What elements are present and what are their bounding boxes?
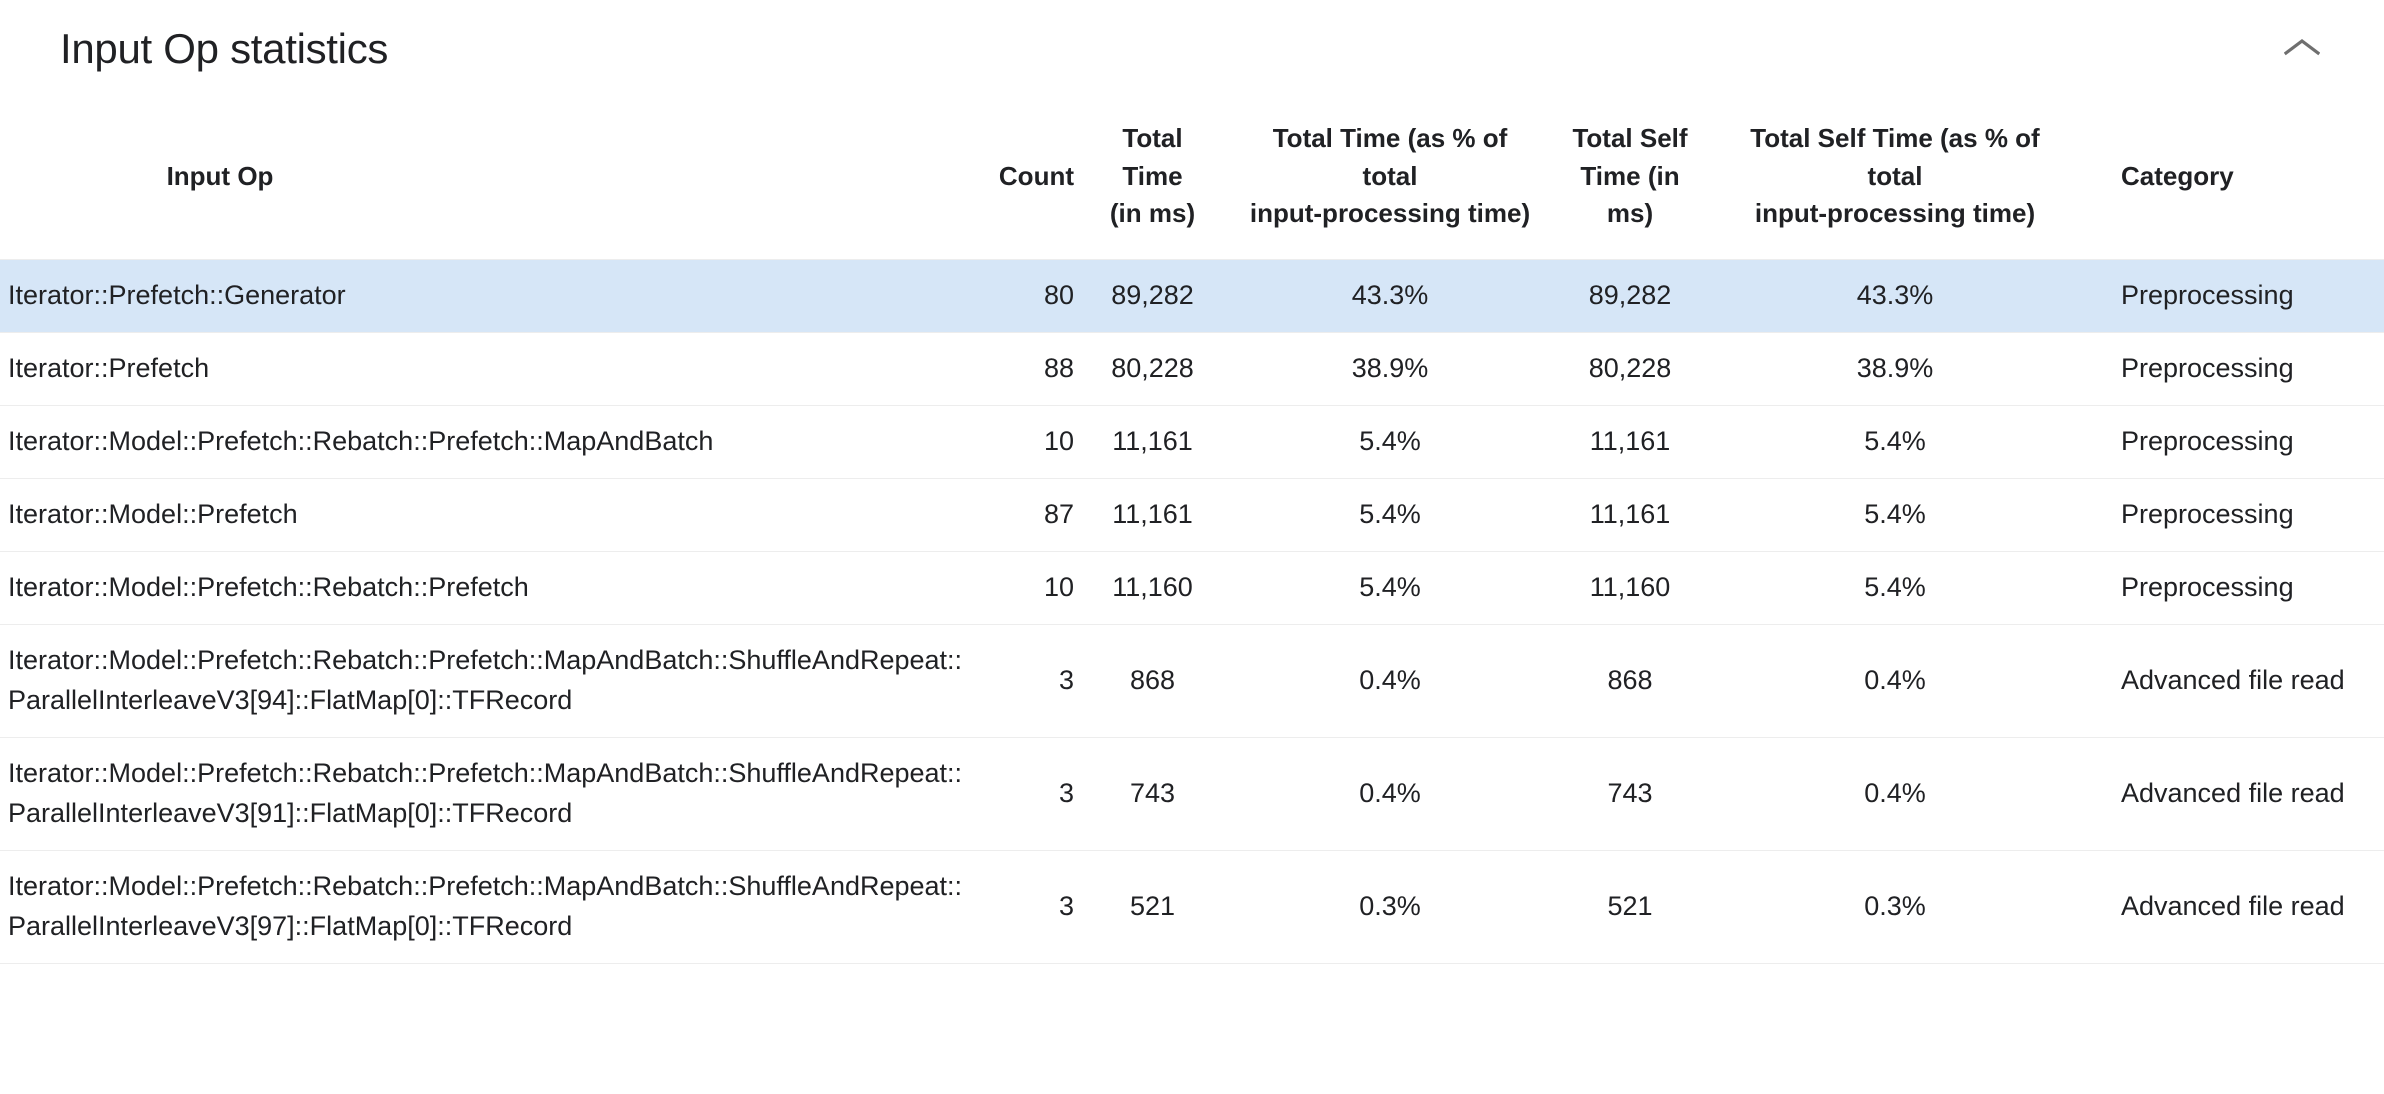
cell-category: Advanced file read — [2121, 890, 2345, 921]
column-header-category-label: Category — [2121, 160, 2234, 191]
cell-total-self-time: 868 — [1607, 664, 1653, 695]
cell-total-time: 89,282 — [1111, 280, 1194, 311]
column-header-total-time-pct-line1: Total Time (as % of total — [1272, 123, 1508, 191]
cell-total-self-time: 89,282 — [1588, 280, 1672, 311]
column-header-input-op[interactable]: Input Op — [0, 98, 980, 260]
table-row[interactable]: Iterator::Prefetch::Generator 80 89,282 43.… — [0, 259, 2384, 333]
cell-count: 88 — [1043, 353, 1074, 384]
table-body: Iterator::Prefetch::Generator 80 89,282 43.… — [0, 259, 2384, 964]
cell-total-time: 80,228 — [1111, 353, 1194, 384]
cell-category: Advanced file read — [2121, 777, 2345, 808]
cell-category: Preprocessing — [2121, 353, 2294, 384]
cell-total-time: 11,161 — [1112, 425, 1193, 456]
table-header-row: Input Op Count Total Time (in ms) Total … — [0, 98, 2384, 260]
cell-input-op: Iterator::Prefetch::Generator — [8, 280, 346, 311]
cell-total-self-time-pct: 5.4% — [1864, 425, 1926, 456]
panel-header: Input Op statistics — [0, 0, 2384, 98]
cell-total-self-time-pct: 38.9% — [1856, 353, 1934, 384]
cell-input-op: Iterator::Model::Prefetch::Rebatch::Pref… — [8, 644, 963, 715]
cell-total-self-time-pct: 5.4% — [1864, 498, 1926, 529]
cell-total-self-time: 11,161 — [1589, 498, 1671, 529]
table-row[interactable]: Iterator::Prefetch 88 80,228 38.9% 80,228 38.… — [0, 332, 2384, 406]
cell-total-time: 521 — [1129, 890, 1176, 921]
cell-total-self-time: 11,160 — [1589, 571, 1671, 602]
column-header-total-self-time[interactable]: Total Self Time (in ms) — [1555, 98, 1705, 260]
cell-category: Preprocessing — [2121, 571, 2294, 602]
cell-count: 3 — [1058, 890, 1074, 921]
column-header-total-self-time-pct-line2: input-processing time) — [1754, 198, 2036, 229]
cell-category: Preprocessing — [2121, 498, 2294, 529]
table-row[interactable]: Iterator::Model::Prefetch::Rebatch::Pref… — [0, 551, 2384, 625]
column-header-total-self-time-pct[interactable]: Total Self Time (as % of total input-pro… — [1705, 98, 2085, 260]
cell-total-time-pct: 0.4% — [1359, 664, 1421, 695]
cell-count: 10 — [1043, 571, 1074, 602]
column-header-input-op-label: Input Op — [166, 160, 274, 191]
cell-total-self-time-pct: 0.4% — [1864, 777, 1926, 808]
cell-category: Preprocessing — [2121, 425, 2294, 456]
cell-total-self-time: 743 — [1607, 777, 1653, 808]
table-header: Input Op Count Total Time (in ms) Total … — [0, 98, 2384, 260]
cell-total-time-pct: 0.3% — [1359, 890, 1421, 921]
cell-total-time-pct: 43.3% — [1351, 280, 1429, 311]
column-header-count-label: Count — [998, 160, 1074, 191]
cell-input-op: Iterator::Model::Prefetch::Rebatch::Pref… — [8, 870, 963, 941]
cell-count: 80 — [1043, 280, 1074, 311]
column-header-total-time-line1: Total Time — [1122, 123, 1183, 191]
cell-total-time: 11,160 — [1112, 571, 1193, 602]
cell-category: Advanced file read — [2121, 664, 2345, 695]
cell-total-time-pct: 5.4% — [1359, 498, 1421, 529]
cell-total-time-pct: 38.9% — [1351, 353, 1429, 384]
table-row[interactable]: Iterator::Model::Prefetch::Rebatch::Pref… — [0, 405, 2384, 479]
column-header-total-self-time-pct-line1: Total Self Time (as % of total — [1750, 123, 2040, 191]
cell-input-op: Iterator::Prefetch — [8, 353, 210, 384]
column-header-category[interactable]: Category — [2085, 98, 2384, 260]
cell-input-op: Iterator::Model::Prefetch::Rebatch::Pref… — [8, 571, 529, 602]
cell-total-self-time-pct: 0.3% — [1864, 890, 1926, 921]
input-op-table-container: Input Op Count Total Time (in ms) Total … — [0, 98, 2384, 964]
cell-count: 3 — [1058, 664, 1074, 695]
cell-total-self-time-pct: 0.4% — [1864, 664, 1926, 695]
column-header-total-time-pct-line2: input-processing time) — [1249, 198, 1531, 229]
chevron-up-icon — [2283, 36, 2321, 63]
cell-total-time-pct: 5.4% — [1359, 571, 1421, 602]
cell-count: 10 — [1043, 425, 1074, 456]
column-header-total-time-line2: (in ms) — [1109, 198, 1196, 229]
cell-total-time: 743 — [1129, 777, 1176, 808]
column-header-total-self-time-line1: Total Self — [1572, 123, 1688, 153]
cell-input-op: Iterator::Model::Prefetch::Rebatch::Pref… — [8, 425, 714, 456]
cell-input-op: Iterator::Model::Prefetch — [8, 498, 298, 529]
cell-total-self-time: 11,161 — [1589, 425, 1671, 456]
cell-total-self-time-pct: 43.3% — [1856, 280, 1934, 311]
cell-input-op: Iterator::Model::Prefetch::Rebatch::Pref… — [8, 757, 963, 828]
cell-total-time-pct: 5.4% — [1359, 425, 1421, 456]
page-title: Input Op statistics — [60, 25, 389, 72]
cell-total-time: 868 — [1129, 664, 1176, 695]
cell-category: Preprocessing — [2121, 280, 2294, 311]
cell-count: 3 — [1058, 777, 1074, 808]
input-op-statistics-table: Input Op Count Total Time (in ms) Total … — [0, 98, 2384, 964]
cell-total-self-time: 80,228 — [1588, 353, 1672, 384]
column-header-total-time[interactable]: Total Time (in ms) — [1080, 98, 1225, 260]
table-row[interactable]: Iterator::Model::Prefetch::Rebatch::Pref… — [0, 624, 2384, 738]
cell-total-time: 11,161 — [1112, 498, 1193, 529]
table-row[interactable]: Iterator::Model::Prefetch::Rebatch::Pref… — [0, 737, 2384, 851]
table-row[interactable]: Iterator::Model::Prefetch 87 11,161 5.4% 11,… — [0, 478, 2384, 552]
column-header-total-time-pct[interactable]: Total Time (as % of total input-processi… — [1225, 98, 1555, 260]
cell-total-time-pct: 0.4% — [1359, 777, 1421, 808]
table-row[interactable]: Iterator::Model::Prefetch::Rebatch::Pref… — [0, 850, 2384, 964]
cell-total-self-time: 521 — [1607, 890, 1653, 921]
cell-count: 87 — [1043, 498, 1074, 529]
column-header-count[interactable]: Count — [980, 98, 1080, 260]
collapse-panel-button[interactable] — [2266, 13, 2338, 85]
column-header-total-self-time-line2: Time (in ms) — [1580, 160, 1680, 229]
cell-total-self-time-pct: 5.4% — [1864, 571, 1926, 602]
